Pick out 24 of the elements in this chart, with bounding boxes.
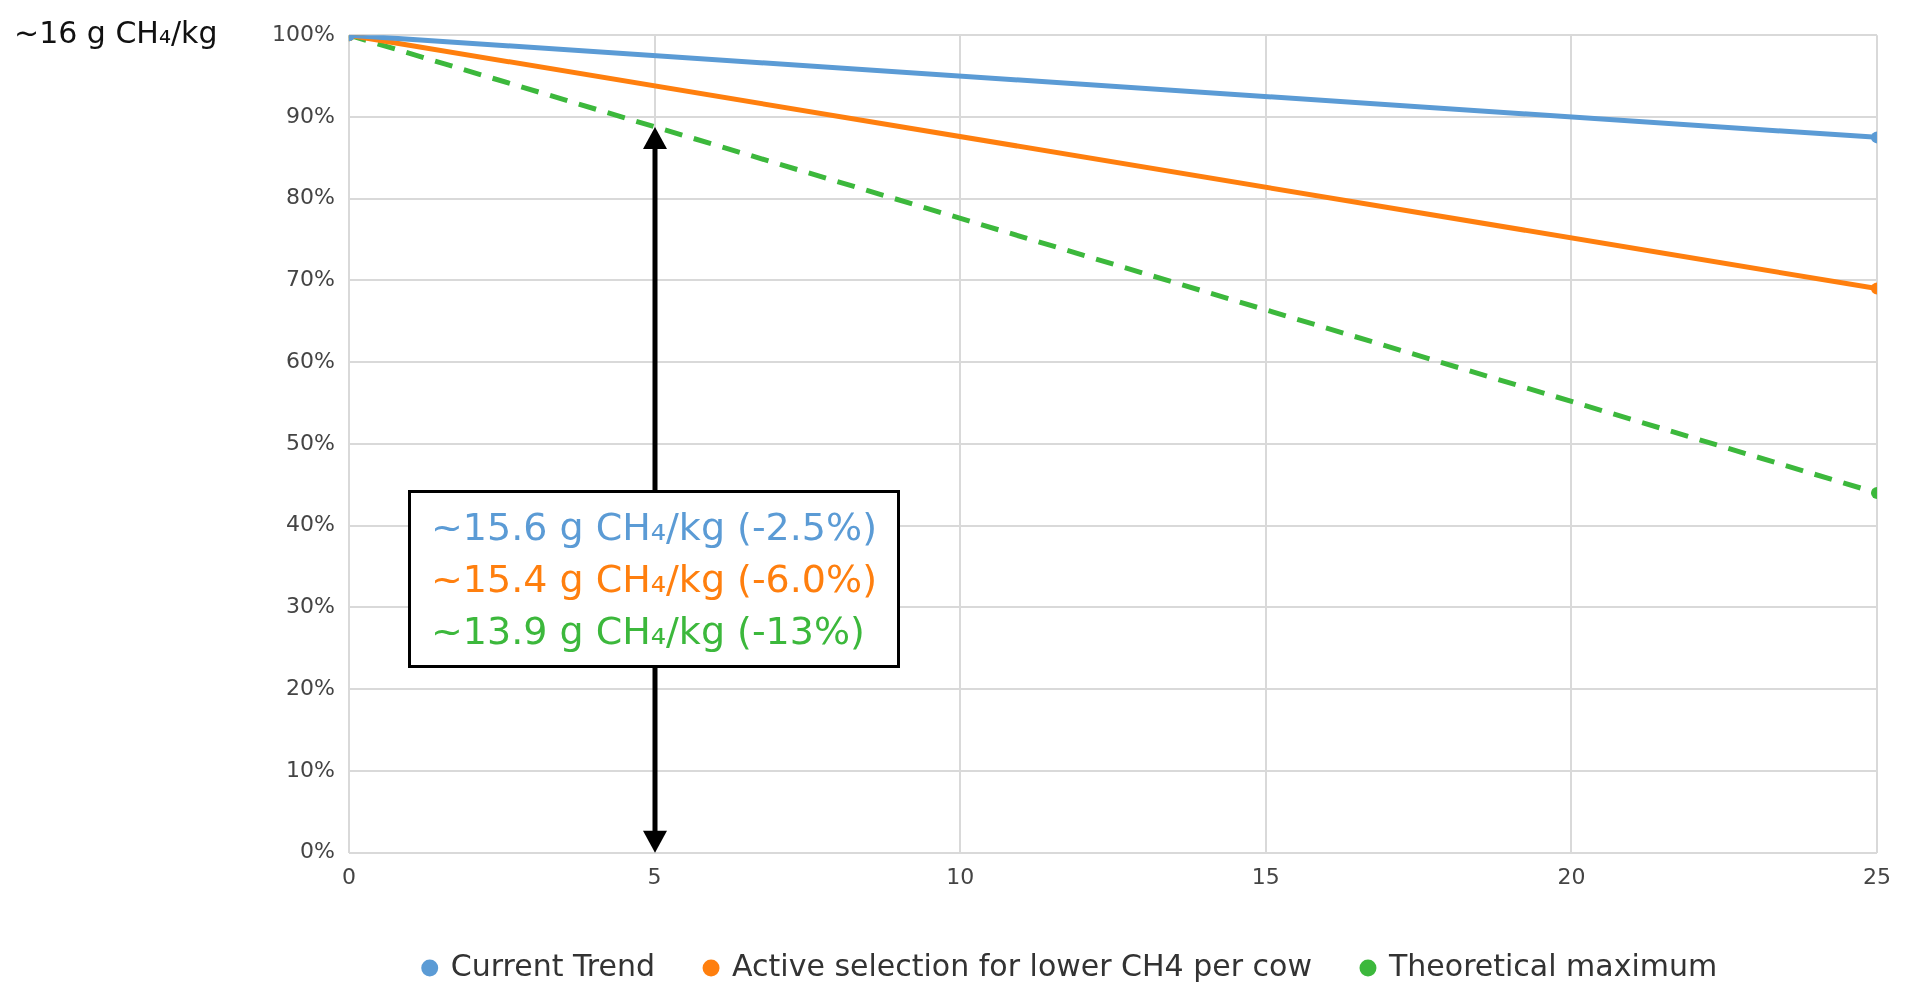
annotation: ~15.4 g CH₄/kg (-6.0%) <box>431 556 877 603</box>
y-tick-label: 50% <box>285 429 335 455</box>
x-tick-label: 15 <box>1251 863 1280 889</box>
legend-label: Current Trend <box>450 947 656 983</box>
x-tick-label: 20 <box>1557 863 1586 889</box>
y-tick-label: 70% <box>285 266 335 292</box>
x-tick-label: 0 <box>341 863 356 889</box>
y-tick-label: 40% <box>285 511 335 537</box>
y-tick-label: 90% <box>285 102 335 128</box>
x-tick-label: 5 <box>647 863 662 889</box>
y-tick-label: 80% <box>285 184 335 210</box>
y-tick-label: 20% <box>285 674 335 700</box>
y-axis-title: ~16 g CH₄/kg <box>14 15 218 50</box>
y-tick-label: 0% <box>299 838 335 864</box>
annotation: ~13.9 g CH₄/kg (-13%) <box>431 608 866 655</box>
legend-label: Active selection for lower CH4 per cow <box>732 947 1312 983</box>
y-tick-label: 60% <box>285 347 335 373</box>
y-tick-label: 100% <box>271 20 335 46</box>
legend-label: Theoretical maximum <box>1387 947 1718 983</box>
y-tick-label: 30% <box>285 593 335 619</box>
y-tick-label: 10% <box>285 756 335 782</box>
x-tick-label: 10 <box>946 863 975 889</box>
annotation: ~15.6 g CH₄/kg (-2.5%) <box>431 504 877 551</box>
x-tick-label: 25 <box>1863 863 1891 889</box>
